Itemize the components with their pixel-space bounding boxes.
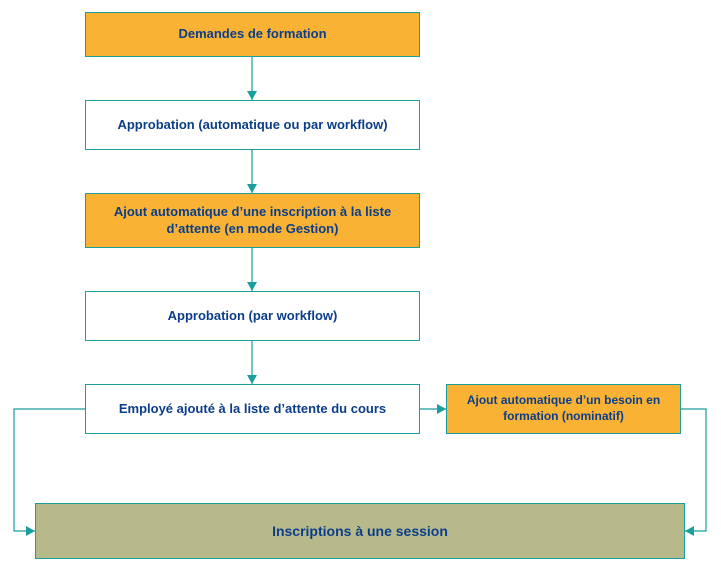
flowchart-node-n4: Approbation (par workflow)	[85, 291, 420, 341]
flowchart-node-label: Ajout automatique d’une inscription à la…	[96, 204, 409, 238]
flowchart-node-n7: Inscriptions à une session	[35, 503, 685, 559]
flowchart-node-label: Approbation (par workflow)	[168, 308, 338, 325]
flowchart-node-label: Employé ajouté à la liste d’attente du c…	[119, 401, 386, 418]
flowchart-node-label: Approbation (automatique ou par workflow…	[117, 117, 387, 134]
flowchart-node-n1: Demandes de formation	[85, 12, 420, 57]
flowchart-node-n6: Ajout automatique d’un besoin en formati…	[446, 384, 681, 434]
flowchart-node-n2: Approbation (automatique ou par workflow…	[85, 100, 420, 150]
flowchart-node-label: Ajout automatique d’un besoin en formati…	[457, 393, 670, 424]
flowchart-node-n3: Ajout automatique d’une inscription à la…	[85, 193, 420, 248]
flowchart-node-n5: Employé ajouté à la liste d’attente du c…	[85, 384, 420, 434]
flowchart-node-label: Inscriptions à une session	[272, 522, 448, 540]
flowchart-node-label: Demandes de formation	[178, 26, 326, 43]
